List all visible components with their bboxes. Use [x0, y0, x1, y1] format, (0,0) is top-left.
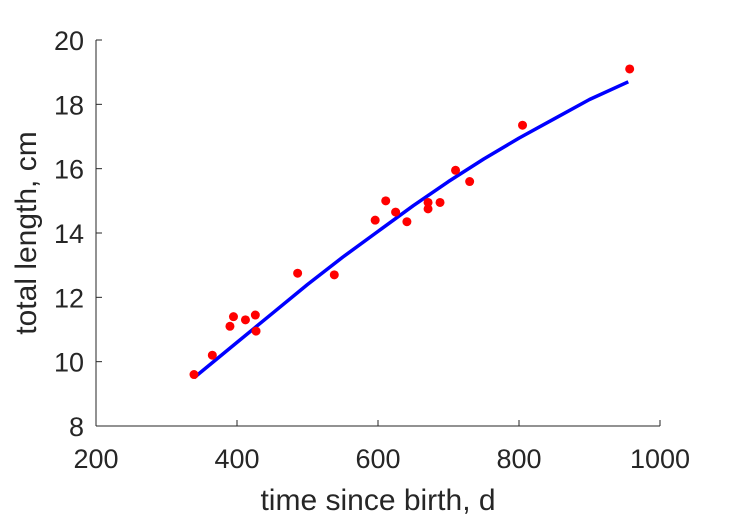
x-tick-label: 600 [355, 444, 400, 474]
ticks: 200 400 600 800 1000 8 10 12 14 16 18 20 [54, 26, 690, 474]
x-tick-label: 400 [214, 444, 259, 474]
data-point [329, 270, 339, 280]
data-point [207, 350, 217, 360]
data-point [228, 312, 238, 322]
data-point [423, 197, 433, 207]
data-point [250, 310, 260, 320]
y-tick-label: 20 [54, 26, 84, 56]
data-point [435, 197, 445, 207]
data-point [370, 215, 380, 225]
y-tick-label: 18 [54, 90, 84, 120]
y-tick-label: 10 [54, 348, 84, 378]
data-point [423, 204, 433, 214]
fit-curve [192, 80, 629, 380]
data-point [381, 196, 391, 206]
data-point [465, 177, 475, 187]
y-tick-label: 14 [54, 219, 84, 249]
data-point [625, 64, 635, 74]
data-point [240, 315, 250, 325]
data-point [225, 321, 235, 331]
data-point [293, 268, 303, 278]
x-tick-label: 200 [73, 444, 118, 474]
fit-line-group [192, 80, 629, 380]
data-point [402, 217, 412, 227]
data-point [251, 326, 261, 336]
data-points [189, 64, 635, 380]
y-tick-label: 8 [69, 412, 84, 442]
y-tick-label: 12 [54, 283, 84, 313]
x-tick-label: 800 [496, 444, 541, 474]
data-point [518, 120, 528, 130]
x-tick-label: 1000 [630, 444, 690, 474]
y-tick-label: 16 [54, 155, 84, 185]
data-point [451, 165, 461, 175]
data-point [189, 370, 199, 380]
x-axis-label: time since birth, d [260, 484, 495, 517]
data-point [391, 207, 401, 217]
y-axis-label: total length, cm [10, 131, 43, 334]
